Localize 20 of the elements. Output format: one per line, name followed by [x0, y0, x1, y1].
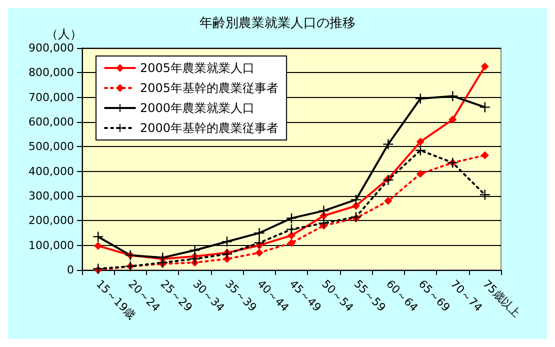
y-tick-label: 200,000 — [28, 214, 74, 228]
y-axis-title: （人） — [46, 27, 82, 41]
y-tick-label: 100,000 — [28, 238, 74, 252]
y-tick-label: 500,000 — [28, 140, 74, 154]
chart-title: 年齢別農業就業人口の推移 — [200, 16, 356, 31]
y-tick-label: 900,000 — [28, 42, 74, 54]
y-tick-label: 400,000 — [28, 164, 74, 178]
legend-label: 2000年基幹的農業従事者 — [140, 121, 279, 135]
y-tick-label: 300,000 — [28, 190, 74, 202]
y-tick-label: 600,000 — [28, 116, 74, 128]
legend-label: 2005年基幹的農業従事者 — [140, 81, 279, 95]
x-tick-label: 40～44 — [254, 277, 292, 314]
x-tick-label: 60～64 — [384, 277, 420, 314]
y-tick-label: 0 — [67, 264, 74, 276]
legend-label: 2000年農業就業人口 — [140, 101, 255, 115]
legend-label: 2005年農業就業人口 — [140, 61, 255, 75]
x-tick-label: 50～54 — [319, 277, 356, 314]
y-tick-label: 700,000 — [28, 90, 74, 104]
y-tick-label: 800,000 — [28, 66, 74, 80]
x-tick-label: 70～74 — [448, 277, 485, 314]
